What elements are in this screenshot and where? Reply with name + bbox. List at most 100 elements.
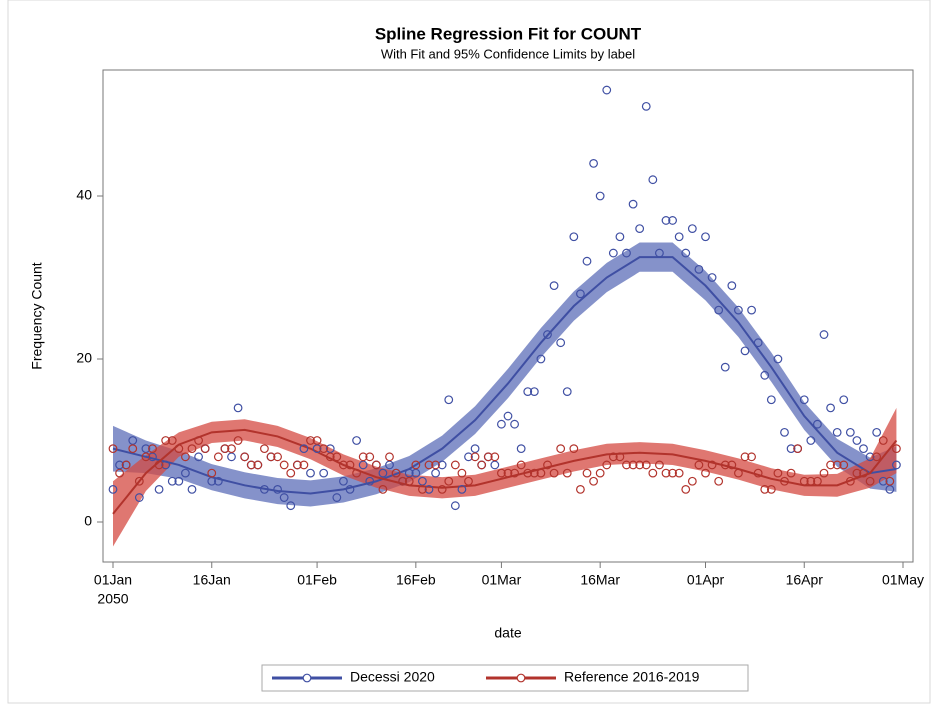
data-point	[536, 354, 546, 364]
data-point	[240, 452, 250, 462]
data-point	[727, 460, 737, 470]
data-point	[714, 476, 724, 486]
data-point	[418, 485, 427, 494]
chart-title: Spline Regression Fit for COUNT	[375, 24, 642, 43]
data-point	[826, 460, 835, 470]
data-point	[299, 460, 309, 470]
data-point	[292, 460, 302, 470]
data-point	[246, 460, 256, 470]
data-point	[516, 444, 526, 454]
data-point	[306, 468, 315, 478]
data-point	[674, 232, 684, 242]
data-point	[674, 468, 684, 478]
data-point	[766, 395, 776, 405]
data-point	[134, 476, 144, 486]
data-point	[832, 427, 842, 437]
data-point	[687, 224, 697, 234]
data-point	[589, 158, 598, 168]
data-point	[813, 419, 822, 429]
data-point	[154, 485, 164, 494]
data-point	[852, 468, 862, 478]
data-point	[352, 436, 361, 445]
data-point	[773, 354, 783, 364]
data-point	[648, 468, 658, 478]
legend-label: Reference 2016-2019	[564, 669, 700, 685]
data-point	[200, 444, 210, 454]
data-point	[615, 232, 625, 242]
data-point	[194, 436, 203, 445]
data-point	[497, 419, 506, 429]
data-point	[174, 444, 184, 454]
data-point	[892, 460, 901, 470]
data-point	[174, 476, 184, 486]
data-point	[385, 452, 394, 462]
data-point	[332, 493, 342, 502]
data-point	[345, 460, 355, 470]
data-point	[845, 476, 855, 486]
data-point	[872, 452, 882, 462]
data-point	[325, 452, 335, 462]
data-point	[411, 460, 421, 470]
data-point	[872, 427, 882, 437]
data-point	[371, 460, 381, 470]
data-point	[865, 452, 875, 462]
data-point	[556, 338, 566, 348]
data-point	[345, 485, 355, 494]
data-point	[503, 411, 513, 421]
data-point	[213, 476, 223, 486]
legend-marker	[302, 673, 312, 683]
data-point	[562, 387, 572, 397]
data-point	[635, 224, 645, 234]
data-point	[306, 436, 315, 445]
data-point	[187, 444, 197, 454]
data-point	[727, 281, 737, 291]
data-point	[154, 460, 164, 470]
data-point	[720, 362, 730, 372]
data-point	[391, 468, 401, 478]
data-point	[747, 305, 756, 315]
data-point	[365, 476, 375, 486]
data-point	[483, 452, 493, 462]
data-point	[450, 501, 460, 511]
data-point	[194, 452, 203, 462]
data-point	[279, 460, 289, 470]
data-point	[134, 493, 144, 502]
data-point	[589, 476, 598, 486]
data-point	[799, 395, 809, 405]
data-point	[279, 493, 289, 502]
data-point	[358, 452, 368, 462]
data-point	[569, 232, 579, 242]
data-point	[477, 460, 487, 470]
data-point	[780, 476, 789, 486]
data-point	[339, 476, 348, 486]
data-point	[378, 485, 388, 494]
data-point	[253, 460, 263, 470]
legend-box	[261, 664, 749, 692]
data-point	[490, 452, 500, 462]
fit-line	[112, 256, 897, 495]
data-point	[549, 468, 559, 478]
data-point	[503, 468, 513, 478]
data-point	[865, 476, 875, 486]
data-point	[273, 452, 282, 462]
data-point	[852, 436, 862, 445]
data-point	[339, 460, 348, 470]
x-tick-label: 01Mar	[482, 572, 522, 588]
data-point	[839, 395, 849, 405]
plot-frame	[102, 69, 914, 563]
data-point	[687, 476, 697, 486]
data-point	[608, 452, 618, 462]
y-axis-label: Frequency Count	[29, 262, 45, 370]
data-point	[128, 444, 138, 454]
data-point	[569, 444, 579, 454]
data-point	[892, 444, 901, 454]
y-tick-label: 0	[84, 513, 92, 529]
data-point	[233, 403, 243, 413]
data-point	[161, 460, 171, 470]
data-point	[878, 476, 888, 486]
data-point	[431, 460, 440, 470]
data-point	[845, 427, 855, 437]
x-tick-label: 01Apr	[687, 572, 725, 588]
data-point	[819, 330, 829, 339]
data-point	[286, 468, 296, 478]
